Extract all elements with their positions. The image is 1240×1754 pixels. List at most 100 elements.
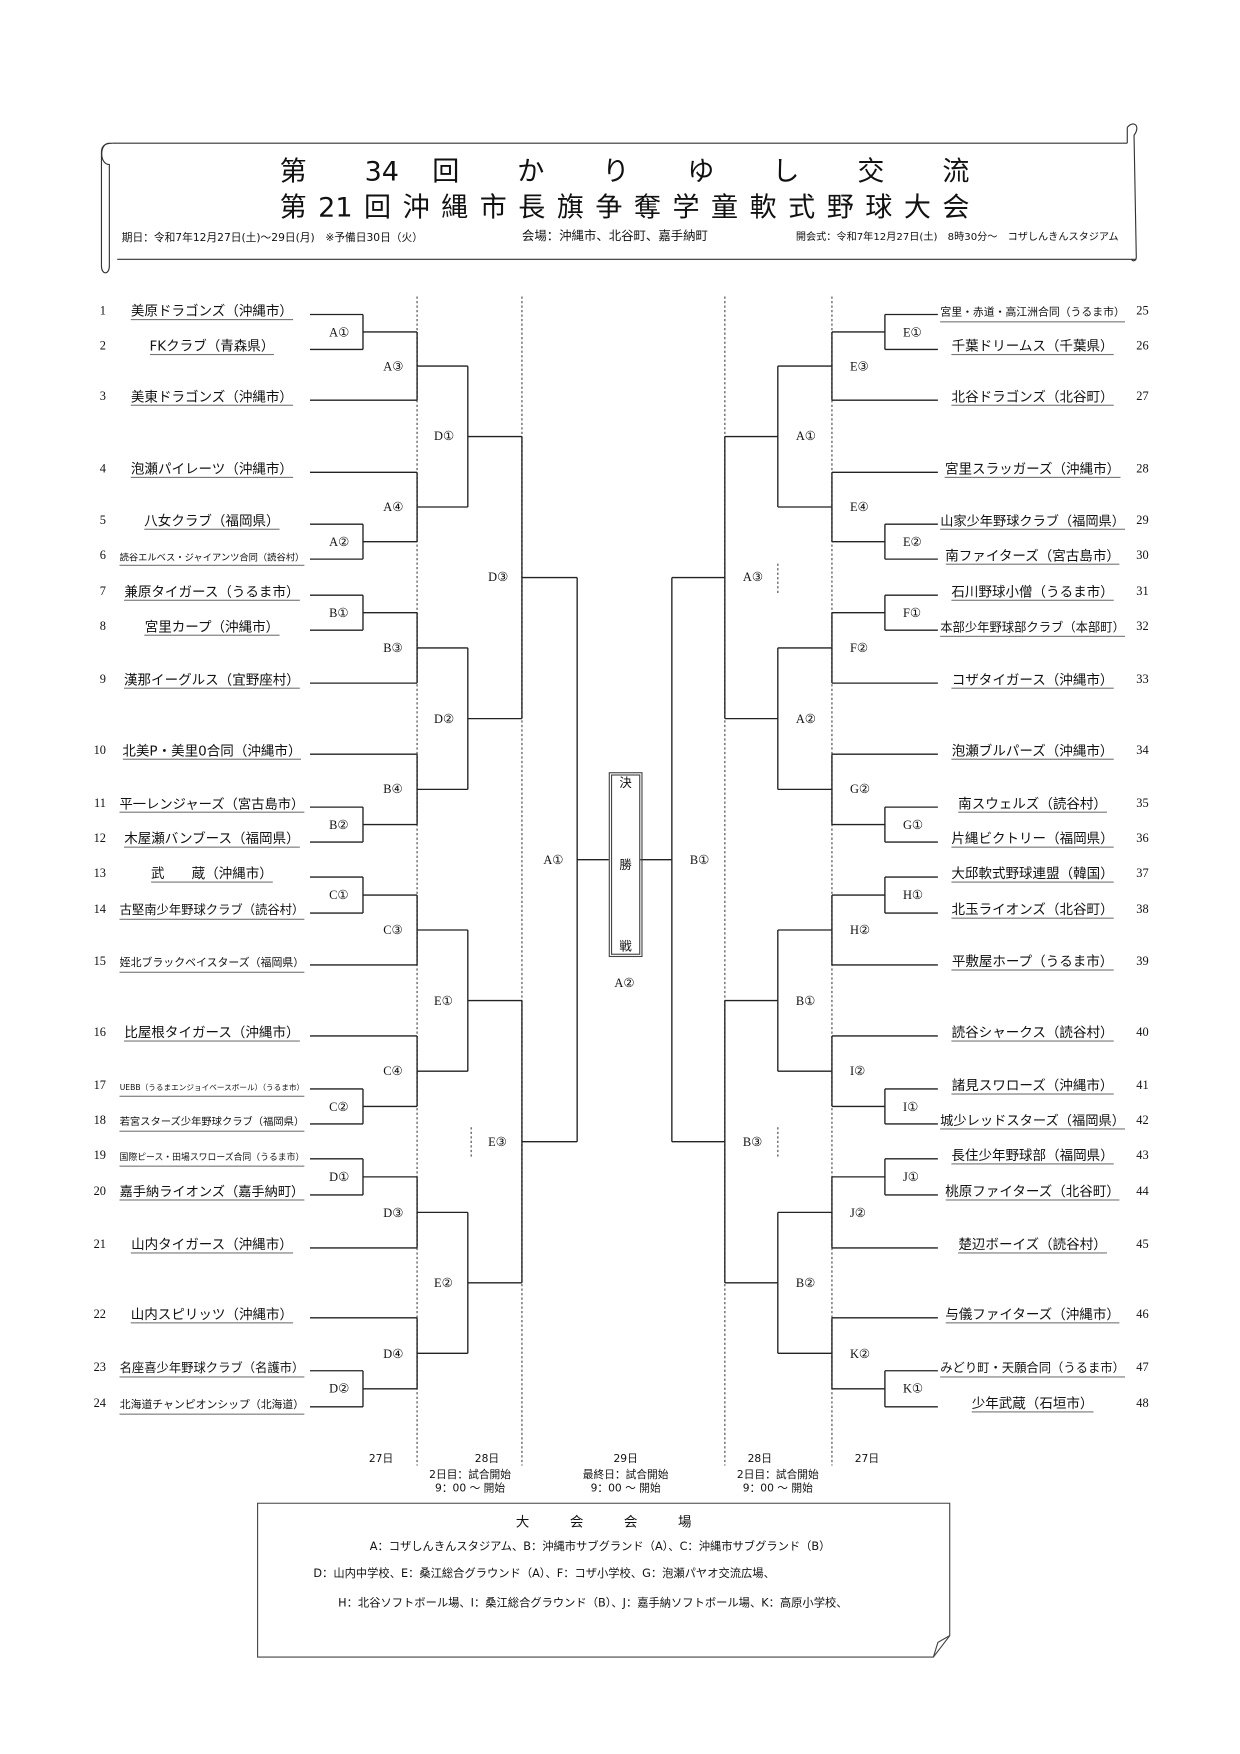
day-label: 28日: [747, 1453, 772, 1466]
note-line: 最終日：試合開始: [582, 1468, 669, 1482]
match-label: B①: [329, 606, 349, 620]
team-entry: 木屋瀬バンブース（福岡県）: [117, 826, 306, 848]
opening-ceremony: 開会式：令和7年12月27日(土) 8時30分～ コザしんきんスタジアム: [795, 232, 1119, 244]
team-name: 兼原タイガース（うるま市）: [124, 583, 300, 601]
team-name: 古堅南少年野球クラブ（読谷村）: [119, 903, 305, 920]
team-name: 南ファイターズ（宮古島市）: [945, 547, 1120, 565]
team-name: 楚辺ボーイズ（読谷村）: [958, 1236, 1107, 1254]
team-number: 34: [1136, 743, 1149, 758]
note-line: 2日目：試合開始: [736, 1468, 819, 1482]
venue-box-frame: [257, 1502, 951, 1658]
team-name: 宮里カープ（沖縄市）: [144, 618, 280, 636]
team-entry: 古堅南少年野球クラブ（読谷村）: [117, 897, 306, 920]
match-label: B④: [383, 783, 403, 797]
team-number: 7: [99, 585, 106, 599]
team-number: 22: [93, 1307, 106, 1322]
team-number: 41: [1136, 1078, 1149, 1093]
team-name: 名座喜少年野球クラブ（名護市）: [119, 1361, 305, 1378]
match-label: D②: [433, 712, 455, 726]
team-name: 武 蔵（沖縄市）: [151, 865, 273, 883]
team-name: 山内タイガース（沖縄市）: [131, 1236, 293, 1254]
team-entry: 宮里・赤道・高江洲合同（うるま市）: [938, 299, 1127, 323]
team-number: 48: [1136, 1396, 1149, 1411]
team-number: 32: [1136, 619, 1149, 634]
team-number: 12: [93, 831, 106, 846]
team-number: 45: [1136, 1237, 1149, 1252]
team-entry: コザタイガース（沖縄市）: [938, 667, 1127, 689]
header-scroll-frame: [100, 123, 1138, 274]
team-name: 片縄ビクトリー（福岡県）: [951, 830, 1114, 848]
match-label: E①: [433, 994, 453, 1008]
team-entry: 南スウェルズ（読谷村）: [938, 791, 1127, 813]
team-entry: 千葉ドリームス（千葉県）: [938, 334, 1127, 356]
note-line: 9：00 ～ 開始: [435, 1482, 506, 1495]
team-name: 少年武蔵（石垣市）: [971, 1395, 1094, 1413]
team-entry: 北海道チャンピオンシップ（北海道）: [117, 1391, 306, 1415]
team-number: 44: [1136, 1184, 1149, 1199]
team-entry: 美原ドラゴンズ（沖縄市）: [117, 299, 306, 321]
team-entry: 少年武蔵（石垣市）: [938, 1391, 1127, 1413]
team-entry: 北玉ライオンズ（北谷町）: [938, 897, 1127, 919]
team-entry: 読谷エルベス・ジャイアンツ合同（読谷村）: [117, 543, 306, 566]
team-entry: 泡瀬ブルパーズ（沖縄市）: [938, 738, 1127, 760]
team-name: 読谷エルベス・ジャイアンツ合同（読谷村）: [119, 549, 305, 566]
match-label: K②: [849, 1347, 871, 1361]
match-label: F①: [902, 606, 921, 620]
team-name: FKクラブ（青森県）: [149, 338, 275, 356]
team-number: 38: [1136, 902, 1149, 917]
note-line: 9：00 ～ 開始: [742, 1482, 813, 1495]
venue-legend-title: 大 会 会 場: [515, 1513, 692, 1530]
team-name: 嘉手納ライオンズ（嘉手納町）: [119, 1183, 305, 1201]
match-label: D③: [488, 571, 509, 585]
team-entry: 嘉手納ライオンズ（嘉手納町）: [117, 1179, 306, 1201]
match-label: H②: [849, 923, 871, 938]
team-entry: FKクラブ（青森県）: [117, 334, 306, 356]
team-number: 13: [93, 866, 106, 881]
match-label: A④: [383, 500, 404, 515]
team-number: 5: [99, 514, 106, 528]
match-label: E④: [849, 500, 869, 515]
team-entry: 名座喜少年野球クラブ（名護市）: [117, 1355, 306, 1378]
team-entry: 楚辺ボーイズ（読谷村）: [938, 1232, 1127, 1254]
team-name: UEBB（うるまエンジョイベースボール）（うるま市）: [119, 1080, 305, 1097]
final-venue-label: A②: [614, 976, 635, 991]
match-label: B②: [329, 818, 349, 832]
team-name: 諸見スワローズ（沖縄市）: [951, 1077, 1114, 1095]
venue-cities: 会場：沖縄市、北谷町、嘉手納町: [521, 228, 708, 244]
team-name: 泡瀬ブルパーズ（沖縄市）: [951, 742, 1114, 760]
team-number: 17: [93, 1078, 106, 1093]
team-name: 宮里・赤道・高江洲合同（うるま市）: [940, 305, 1125, 323]
team-name: 漢那イーグルス（宜野座村）: [123, 671, 300, 689]
team-name: 姪北ブラックベイスターズ（福岡県）: [119, 956, 305, 973]
team-number: 33: [1136, 672, 1149, 687]
team-entry: 国際ピース・田場スワローズ合同（うるま市）: [117, 1143, 306, 1167]
venue-legend-line: H：北谷ソフトボール場、I：桑江総合グラウンド（B）、J：嘉手納ソフトボール場、…: [338, 1597, 848, 1610]
match-label: E②: [902, 535, 922, 549]
match-label: A①: [329, 325, 350, 340]
team-entry: 山内スピリッツ（沖縄市）: [117, 1302, 306, 1324]
venue-legend-box: 大 会 会 場 A：コザしんきんスタジアム、B：沖縄市サブグランド（A）、C：沖…: [257, 1502, 951, 1658]
match-label: H①: [902, 888, 924, 903]
team-number: 36: [1136, 831, 1149, 846]
team-entry: 八女クラブ（福岡県）: [117, 508, 306, 530]
team-entry: 本部少年野球部クラブ（本部町）: [938, 614, 1127, 637]
team-number: 14: [93, 902, 106, 917]
scroll-right-roller: [1126, 123, 1138, 262]
team-number: 16: [93, 1025, 106, 1040]
team-name: 北海道チャンピオンシップ（北海道）: [119, 1398, 305, 1415]
match-label: C④: [383, 1064, 403, 1079]
match-label: C①: [329, 888, 349, 903]
match-label: E③: [488, 1135, 507, 1150]
day2-note-right: 2日目：試合開始 9：00 ～ 開始: [737, 1469, 819, 1496]
team-entry: 諸見スワローズ（沖縄市）: [938, 1073, 1127, 1095]
match-label: E①: [902, 325, 922, 340]
team-entry: 大邱軟式野球連盟（韓国）: [938, 861, 1127, 883]
match-label: A①: [543, 853, 564, 867]
team-number: 11: [94, 796, 106, 811]
venue-legend-line: D：山内中学校、E：桑江総合グラウンド（A）、F：コザ小学校、G：泡瀬パヤオ交流…: [313, 1568, 775, 1581]
team-name: 美原ドラゴンズ（沖縄市）: [130, 303, 293, 321]
team-name: みどり町・天願合同（うるま市）: [940, 1361, 1125, 1378]
day-label: 27日: [368, 1453, 394, 1466]
match-label: E②: [433, 1276, 453, 1291]
